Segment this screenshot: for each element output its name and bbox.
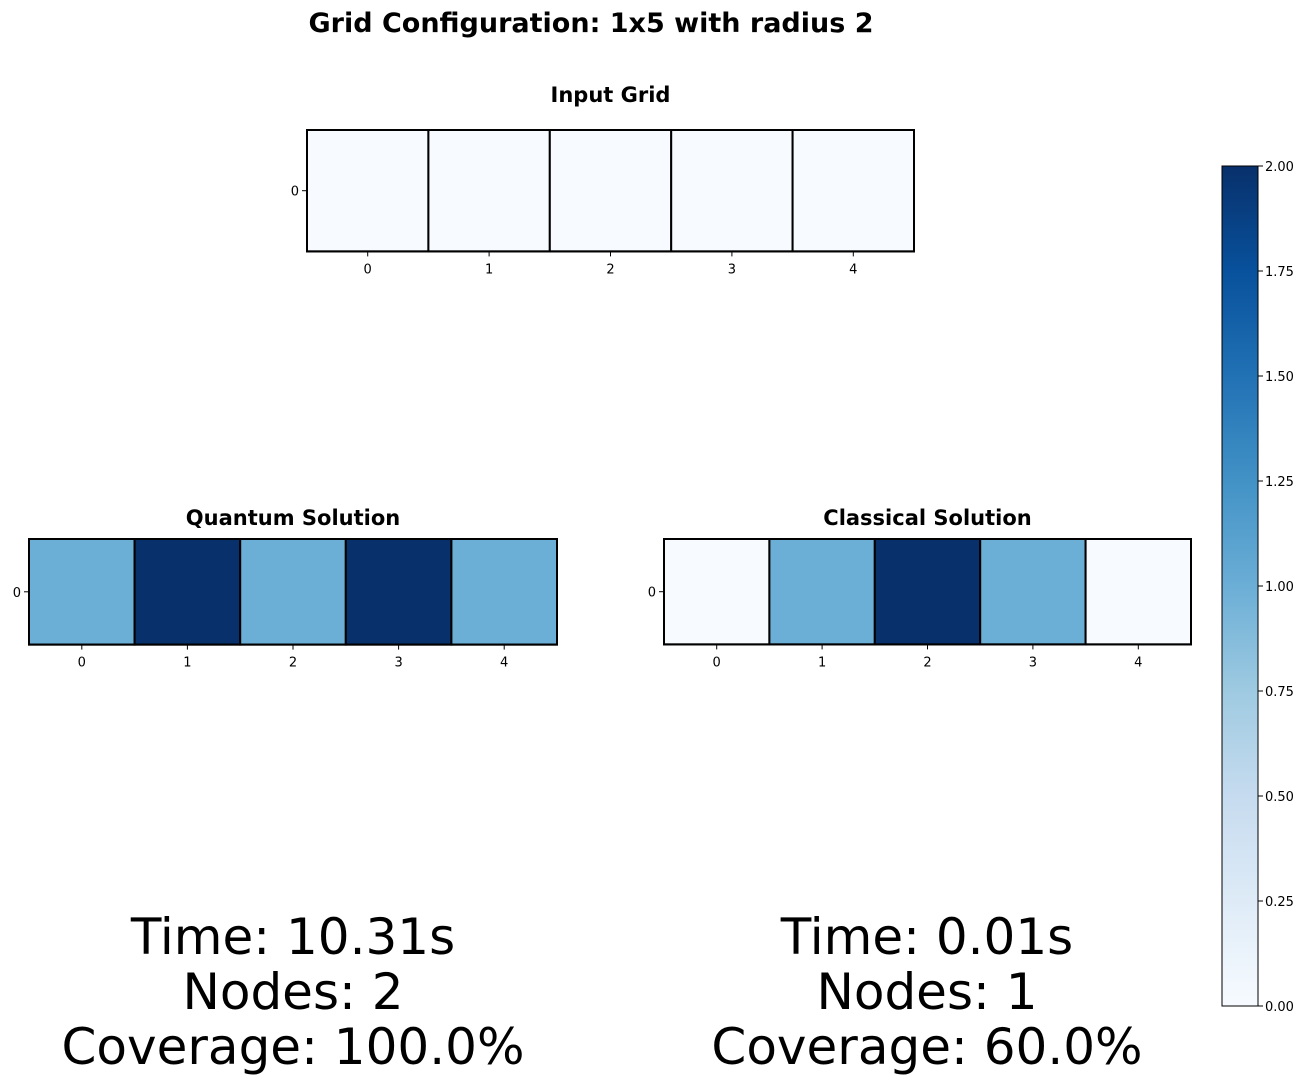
quantum-x-tick-label-1: 1 bbox=[183, 656, 191, 671]
quantum-x-tick-label-3: 3 bbox=[394, 656, 402, 671]
panel-input: Input Grid 0 1 2 3 4 0 bbox=[291, 83, 915, 277]
quantum-stat-0: Time: 10.31s bbox=[130, 908, 455, 966]
colorbar-tick-label-6: 1.50 bbox=[1265, 370, 1294, 385]
input-x-tick-label-4: 4 bbox=[849, 262, 857, 277]
quantum-cell-3 bbox=[344, 538, 453, 646]
colorbar-tick-label-4: 1.00 bbox=[1265, 580, 1294, 595]
colorbar-tick-label-2: 0.50 bbox=[1265, 790, 1294, 805]
classical-x-tick-label-3: 3 bbox=[1029, 655, 1037, 670]
classical-cell-1 bbox=[768, 538, 876, 646]
quantum-x-tick-label-0: 0 bbox=[78, 656, 86, 671]
input-cell-4 bbox=[791, 129, 915, 253]
colorbar-tick-label-5: 1.25 bbox=[1265, 475, 1294, 490]
quantum-stat-1: Nodes: 2 bbox=[182, 963, 403, 1021]
quantum-panel-title: Quantum Solution bbox=[186, 506, 400, 530]
input-y-tick-label-0: 0 bbox=[291, 185, 299, 200]
classical-cell-2 bbox=[873, 538, 982, 646]
classical-x-tick-label-4: 4 bbox=[1134, 655, 1142, 670]
classical-stat-0: Time: 0.01s bbox=[780, 908, 1073, 966]
colorbar-tick-label-8: 2.00 bbox=[1265, 160, 1294, 175]
quantum-x-tick-label-4: 4 bbox=[500, 656, 508, 671]
quantum-y-tick-label-0: 0 bbox=[13, 586, 21, 601]
classical-cell-3 bbox=[979, 538, 1087, 646]
input-x-tick-label-3: 3 bbox=[728, 262, 736, 277]
classical-x-tick-label-0: 0 bbox=[713, 655, 721, 670]
panel-classical: Classical Solution 0 1 2 3 4 0 Time: 0.01sNodes… bbox=[648, 506, 1192, 1076]
classical-x-tick-label-1: 1 bbox=[818, 655, 826, 670]
input-x-tick-label-0: 0 bbox=[364, 262, 372, 277]
input-cell-1 bbox=[427, 129, 551, 253]
quantum-cell-0 bbox=[28, 538, 136, 646]
quantum-stat-2: Coverage: 100.0% bbox=[62, 1018, 525, 1076]
input-x-tick-label-1: 1 bbox=[485, 262, 493, 277]
quantum-cell-4 bbox=[450, 538, 558, 646]
colorbar: 0.00 0.25 0.50 0.75 1.00 1.25 1.50 1.75 2.00 bbox=[1221, 160, 1294, 1015]
input-x-tick-label-2: 2 bbox=[606, 262, 614, 277]
quantum-cell-2 bbox=[239, 538, 347, 646]
quantum-cell-1 bbox=[133, 538, 242, 646]
colorbar-gradient bbox=[1221, 165, 1259, 1007]
colorbar-tick-label-1: 0.25 bbox=[1265, 895, 1294, 910]
classical-cell-4 bbox=[1084, 538, 1192, 646]
input-cell-0 bbox=[306, 129, 430, 253]
classical-cell-0 bbox=[663, 538, 771, 646]
quantum-x-tick-label-2: 2 bbox=[289, 656, 297, 671]
classical-y-tick-label-0: 0 bbox=[648, 586, 656, 601]
panel-quantum: Quantum Solution 0 1 2 3 4 0 Time: 10.31sNodes:… bbox=[13, 506, 558, 1076]
input-cell-3 bbox=[670, 129, 794, 253]
colorbar-tick-label-7: 1.75 bbox=[1265, 265, 1294, 280]
figure-title: Grid Configuration: 1x5 with radius 2 bbox=[309, 8, 874, 39]
classical-x-tick-label-2: 2 bbox=[923, 655, 931, 670]
colorbar-tick-label-3: 0.75 bbox=[1265, 685, 1294, 700]
input-panel-title: Input Grid bbox=[551, 83, 671, 107]
input-cell-2 bbox=[548, 129, 673, 253]
classical-stat-2: Coverage: 60.0% bbox=[711, 1018, 1142, 1076]
classical-stat-1: Nodes: 1 bbox=[816, 963, 1037, 1021]
classical-panel-title: Classical Solution bbox=[823, 506, 1031, 530]
colorbar-tick-label-0: 0.00 bbox=[1265, 1000, 1294, 1015]
